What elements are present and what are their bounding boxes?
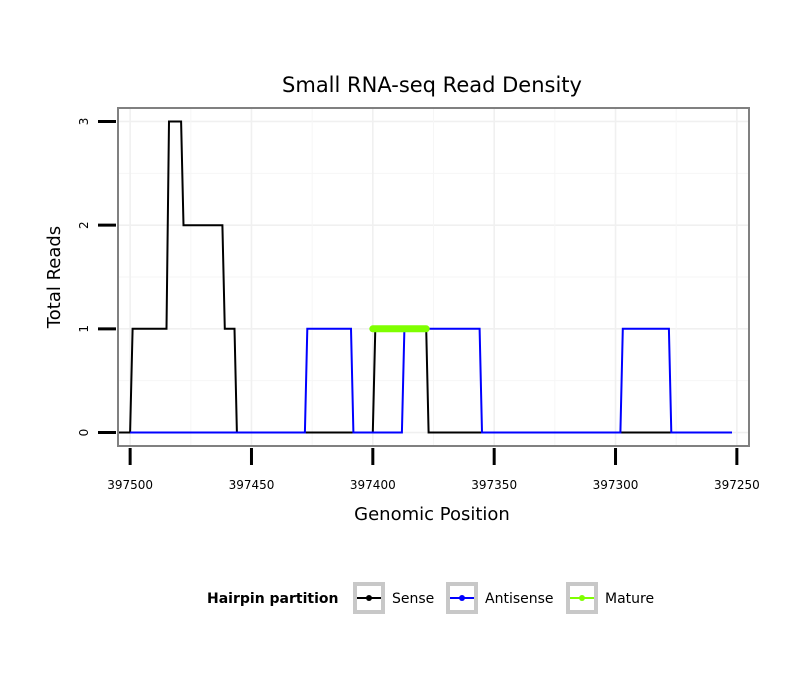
legend-label-antisense: Antisense	[485, 591, 554, 607]
x-tick-label: 397250	[714, 478, 760, 492]
series-line-sense	[118, 120, 732, 434]
x-axis-title: Genomic Position	[354, 504, 510, 525]
x-tick-label: 397300	[593, 478, 639, 492]
x-tick-label: 397350	[471, 478, 517, 492]
series-line-antisense	[130, 327, 732, 434]
y-tick-label: 3	[77, 118, 91, 126]
x-axis: 397500 397450 397400 397350 397300 397250	[107, 448, 760, 492]
legend-key-point	[579, 595, 585, 601]
plot-panel-border	[117, 107, 750, 447]
legend-key-point	[366, 595, 372, 601]
legend-key-point	[459, 595, 465, 601]
legend: Hairpin partition Sense Antisense Mature	[207, 582, 654, 614]
grid-lines	[118, 108, 749, 446]
y-tick-label: 0	[77, 429, 91, 437]
chart-title: Small RNA-seq Read Density	[282, 73, 582, 97]
x-tick-label: 397500	[107, 478, 153, 492]
y-axis: 0 1 2 3	[77, 118, 116, 437]
y-tick-label: 1	[77, 325, 91, 333]
legend-label-sense: Sense	[392, 591, 434, 607]
y-axis-title: Total Reads	[44, 226, 65, 329]
x-tick-label: 397400	[350, 478, 396, 492]
legend-label-mature: Mature	[605, 591, 654, 607]
series-lines	[118, 120, 732, 434]
y-tick-label: 2	[77, 221, 91, 229]
legend-title: Hairpin partition	[207, 591, 338, 607]
x-tick-label: 397450	[229, 478, 275, 492]
